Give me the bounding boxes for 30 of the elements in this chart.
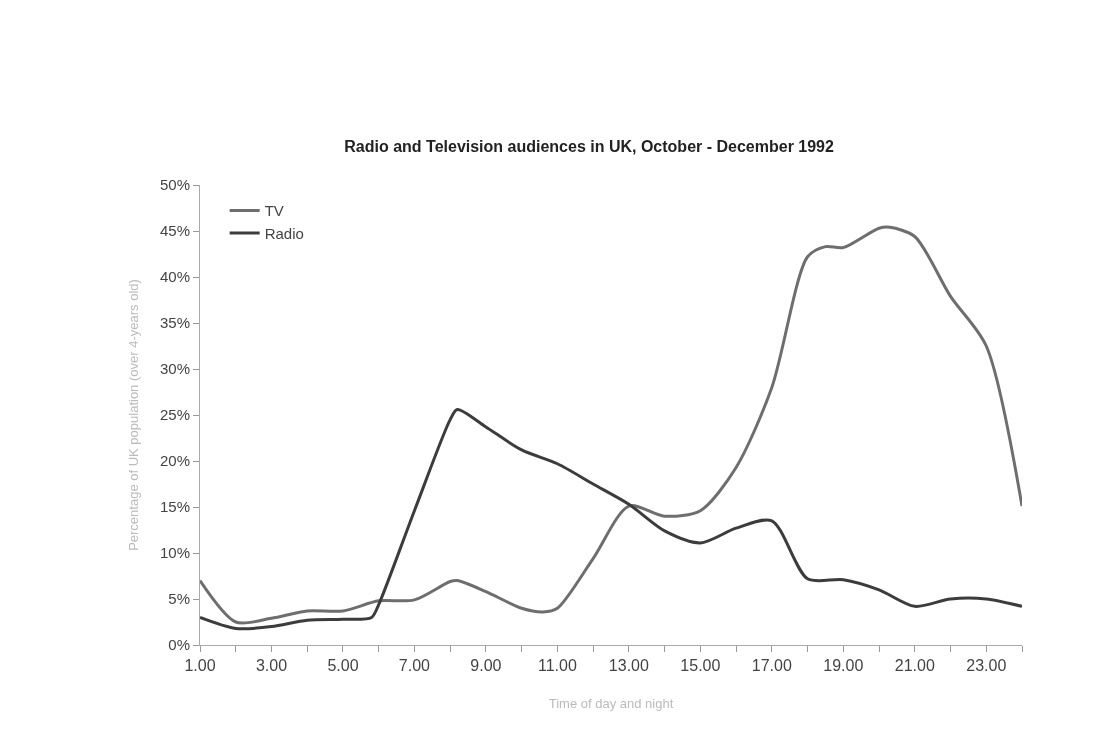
- x-tick-label: 11.00: [537, 657, 577, 675]
- legend-label: TV: [264, 202, 284, 220]
- x-tick-label: 7.00: [398, 657, 431, 675]
- x-tick-label: 19.00: [823, 657, 864, 675]
- x-tick-label: 23.00: [966, 657, 1007, 675]
- y-tick-label: 25%: [159, 406, 190, 424]
- y-tick-label: 5%: [168, 590, 190, 608]
- y-tick-label: 45%: [159, 222, 190, 240]
- x-axis-title: Time of day and night: [548, 695, 674, 711]
- y-tick-label: 40%: [159, 268, 190, 286]
- y-tick-label: 30%: [159, 360, 190, 378]
- y-tick-label: 0%: [168, 636, 190, 654]
- x-tick-label: 15.00: [680, 657, 721, 675]
- line-series: [200, 407, 1022, 631]
- x-tick-label: 3.00: [255, 657, 288, 675]
- line-series: [200, 225, 1022, 625]
- y-axis-title: Percentage of UK population (over 4-years old): [125, 279, 141, 551]
- x-tick-label: 5.00: [327, 657, 359, 675]
- y-tick-label: 10%: [159, 544, 190, 562]
- x-tick-label: 21.00: [894, 657, 935, 675]
- y-tick-label: 50%: [159, 176, 190, 194]
- chart-title: Radio and Television audiences in UK, October - December 1992: [344, 137, 834, 155]
- x-tick-label: 9.00: [470, 657, 502, 675]
- y-tick-label: 20%: [159, 452, 190, 470]
- x-tick-label: 17.00: [751, 657, 792, 675]
- legend-label: Radio: [264, 224, 304, 242]
- y-tick-label: 35%: [159, 314, 190, 332]
- x-tick-label: 13.00: [608, 657, 649, 675]
- y-tick-label: 15%: [159, 498, 190, 516]
- x-tick-label: 1.00: [184, 657, 216, 675]
